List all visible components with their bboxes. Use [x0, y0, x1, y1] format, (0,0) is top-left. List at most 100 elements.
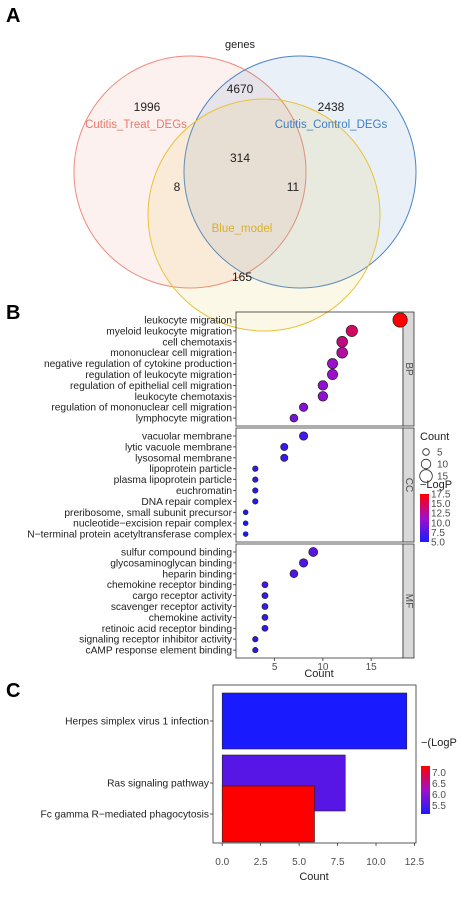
term-label: lipoprotein particle — [149, 464, 232, 475]
term-label: mononuclear cell migration — [110, 348, 232, 359]
bar-color-legend-ticks: 7.06.56.05.5 — [432, 768, 446, 812]
bar-x-axis-title: Count — [299, 871, 328, 883]
term-point — [252, 465, 259, 472]
term-point — [392, 312, 408, 328]
bar-color-legend-bar — [421, 766, 430, 814]
term-label: leukocyte chemotaxis — [135, 392, 232, 403]
x-axis-title: Count — [304, 668, 333, 680]
term-point — [317, 380, 329, 391]
term-label: regulation of epithelial cell migration — [70, 381, 232, 392]
term-point — [327, 369, 338, 380]
bar-x-tick-label: 12.5 — [405, 857, 425, 868]
term-label: lysosomal membrane — [135, 453, 232, 464]
term-point — [299, 402, 309, 412]
size-legend-circle — [419, 469, 433, 483]
color-legend-ticks: 17.515.012.510.07.55.0 — [431, 490, 451, 549]
term-label: retinoic acid receptor binding — [102, 624, 233, 635]
bar-category-labels: Herpes simplex virus 1 infection Ras sign… — [41, 717, 213, 821]
venn-count-all: 314 — [230, 151, 250, 165]
term-point — [261, 603, 269, 610]
panel-letter-c: C — [6, 680, 20, 702]
term-point — [289, 569, 299, 579]
term-label: chemokine activity — [149, 613, 233, 624]
term-point — [299, 431, 309, 441]
facet-strip-label-bp: BP — [403, 362, 414, 376]
color-legend-label: 17.5 — [431, 490, 451, 501]
bar — [221, 692, 408, 750]
term-label: DNA repair complex — [141, 497, 232, 508]
color-legend-label: 7.5 — [431, 528, 445, 539]
term-points — [242, 312, 408, 654]
size-legend-circle — [420, 458, 432, 470]
panel-letter-b: B — [6, 302, 20, 324]
term-point — [345, 324, 358, 337]
term-point — [261, 581, 269, 589]
term-label: lymphocyte migration — [136, 414, 232, 425]
term-point — [252, 647, 259, 654]
term-label: nucleotide−excision repair complex — [73, 519, 232, 530]
term-label: negative regulation of cytokine producti… — [44, 359, 232, 370]
color-legend-label: 5.0 — [431, 538, 445, 549]
term-label: signaling receptor inhibitor activity — [79, 635, 233, 646]
color-legend-title: −LogP — [420, 479, 452, 491]
venn-count-treat-only: 1996 — [134, 100, 161, 114]
size-legend-label: 10 — [437, 460, 449, 471]
facet-panel-cc — [235, 427, 404, 543]
bar-x-tick-label: 5.0 — [292, 857, 306, 868]
term-point — [252, 487, 259, 494]
term-label: regulation of mononuclear cell migration — [51, 403, 232, 414]
term-point — [308, 547, 319, 557]
term-point — [252, 476, 259, 483]
facet-strip-bp — [402, 311, 415, 427]
facet-strip-label-cc: CC — [403, 478, 414, 492]
term-point — [261, 624, 269, 632]
term-label: plasma lipoprotein particle — [114, 475, 233, 486]
bar-color-legend-title: −(LogP) — [421, 737, 457, 749]
x-tick-label: 5 — [272, 662, 278, 673]
term-label: cAMP response element binding — [86, 646, 233, 657]
term-label: glycosaminoglycan binding — [110, 558, 232, 569]
kegg-barplot: Herpes simplex virus 1 infection Ras sign… — [41, 684, 457, 883]
bar-color-legend-label: 7.0 — [432, 768, 446, 779]
bar — [221, 785, 315, 843]
facet-strip-cc — [402, 427, 415, 543]
x-tick-label: 15 — [366, 662, 378, 673]
color-legend-label: 15.0 — [431, 499, 451, 510]
bar-x-tick-label: 7.5 — [331, 857, 345, 868]
bars — [221, 692, 408, 843]
term-point — [280, 442, 289, 451]
color-legend-label: 10.0 — [431, 518, 451, 529]
term-point — [289, 413, 299, 423]
term-point — [327, 358, 338, 370]
venn-set-label-blue: Blue_model — [212, 223, 273, 235]
size-legend-title: Count — [420, 431, 449, 443]
bar-category-label: Herpes simplex virus 1 infection — [65, 717, 209, 728]
facet-strip-label-mf: MF — [403, 594, 414, 608]
term-point — [336, 346, 348, 359]
venn-title: genes — [225, 39, 255, 51]
bar-x-tick-label: 2.5 — [254, 857, 268, 868]
venn-count-treat-blue: 8 — [174, 180, 181, 194]
term-label: lytic vacuole membrane — [125, 442, 232, 453]
size-legend-label: 5 — [437, 448, 443, 459]
venn-diagram: genes Cutitis_Treat_DEGs Cutitis_Control… — [73, 39, 417, 332]
size-legend-circle — [422, 448, 430, 456]
term-point — [242, 520, 249, 526]
venn-count-blue-only: 165 — [232, 270, 252, 284]
term-point — [242, 509, 249, 516]
x-axis-ticks: 5 10 15 — [272, 658, 377, 673]
venn-circle-control — [183, 55, 417, 289]
venn-circle-treat — [73, 55, 307, 289]
term-point — [299, 558, 309, 568]
bar-x-tick-label: 10.0 — [366, 857, 386, 868]
term-label: vacuolar membrane — [142, 432, 232, 443]
term-point — [252, 498, 259, 505]
term-label: heparin binding — [162, 569, 232, 580]
term-point — [261, 614, 269, 621]
venn-count-control-only: 2438 — [318, 100, 345, 114]
bar-x-axis-ticks: 0.0 2.5 5.0 7.5 10.0 12.5 — [215, 843, 425, 868]
